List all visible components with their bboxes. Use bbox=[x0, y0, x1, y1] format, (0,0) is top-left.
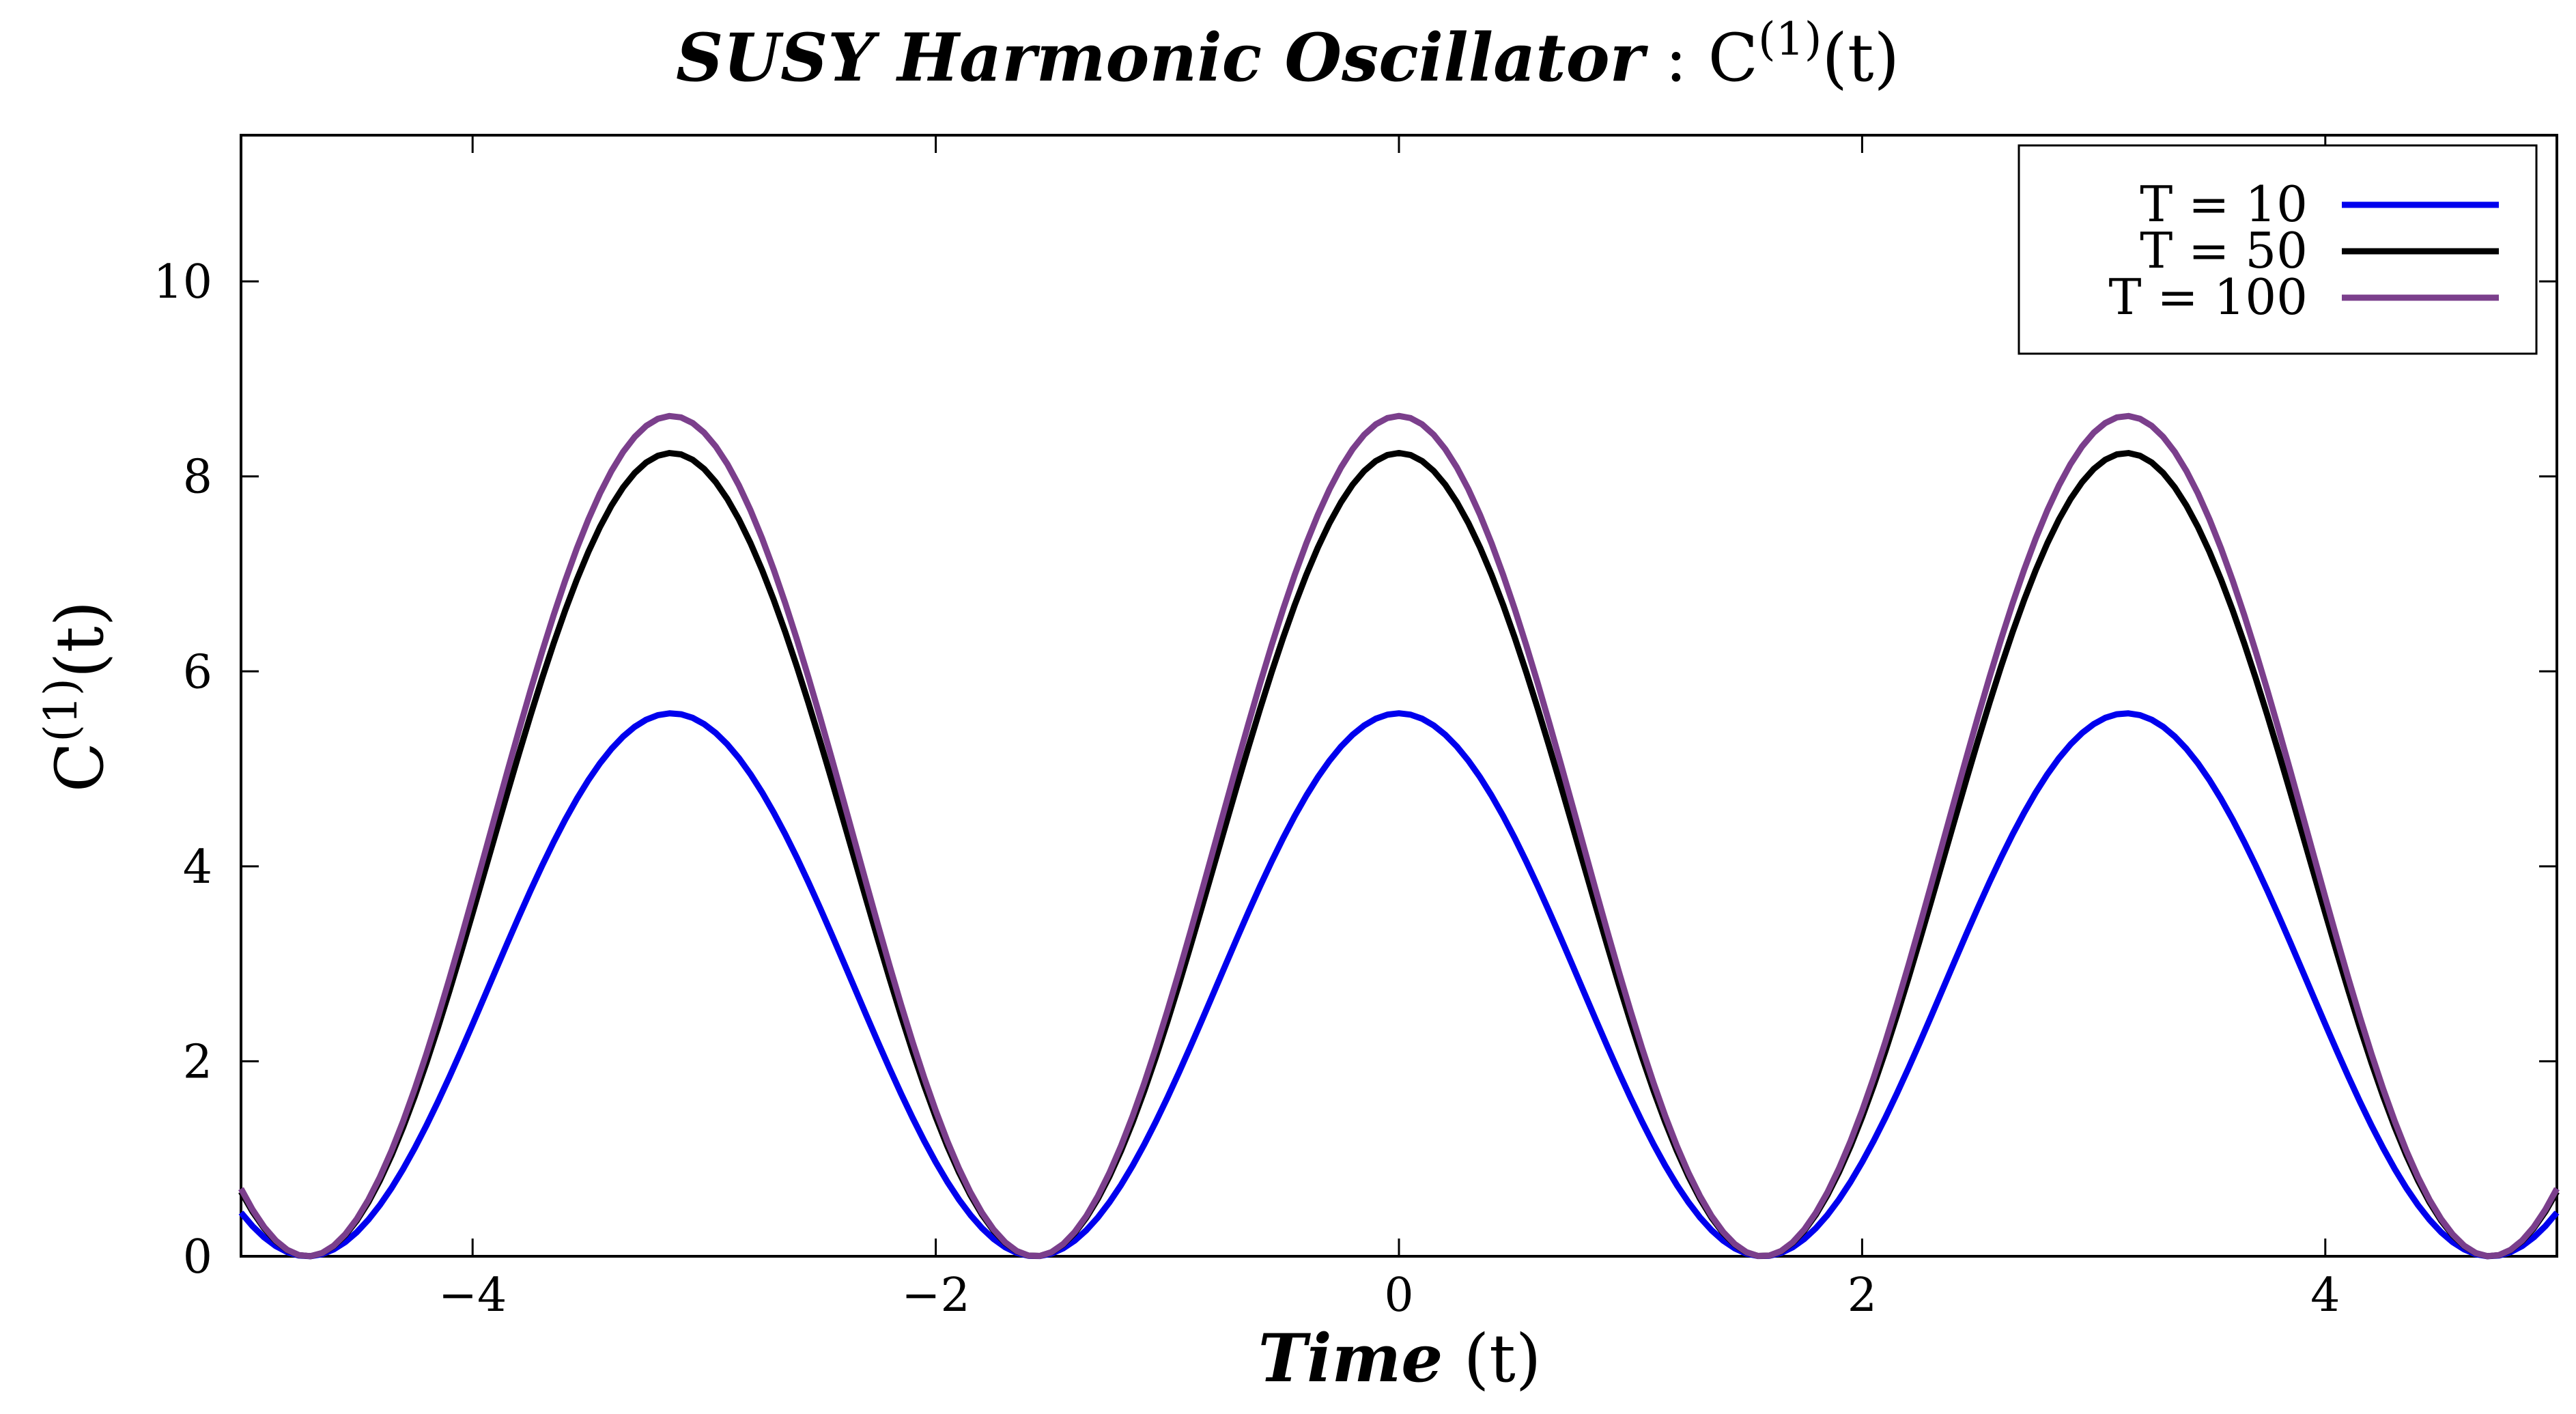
legend-label-1: T = 10 bbox=[2140, 175, 2308, 233]
x-axis-label-main: Time bbox=[1258, 1320, 1443, 1397]
y-tick-label: 10 bbox=[153, 255, 212, 309]
chart-title-main: SUSY Harmonic Oscillator bbox=[676, 19, 1649, 96]
y-axis-label-suffix: (t) bbox=[42, 601, 118, 678]
y-tick-label: 2 bbox=[183, 1035, 212, 1089]
series-line-1 bbox=[238, 710, 2560, 1260]
series-line-3 bbox=[238, 412, 2560, 1260]
legend: T = 10T = 50T = 100 bbox=[2018, 144, 2538, 355]
chart-title-superscript: (1) bbox=[1758, 13, 1822, 66]
y-tick-label: 8 bbox=[183, 451, 212, 505]
y-tick-label: 6 bbox=[183, 645, 212, 699]
x-axis-label: Time (t) bbox=[1258, 1320, 1542, 1397]
y-axis-label-superscript: (1) bbox=[35, 678, 87, 742]
series-layer bbox=[238, 412, 2560, 1260]
y-tick-label: 4 bbox=[183, 840, 212, 894]
x-tick-label: 0 bbox=[1384, 1269, 1413, 1323]
chart-title-symbol: C bbox=[1708, 20, 1758, 96]
legend-label-2: T = 50 bbox=[2140, 222, 2308, 279]
y-tick-label: 0 bbox=[183, 1230, 212, 1284]
y-axis-ticks: 0 2 4 6 8 10 bbox=[153, 255, 2557, 1284]
chart-title: SUSY Harmonic Oscillator : C(1)(t) bbox=[676, 13, 1899, 96]
series-line-2 bbox=[238, 449, 2560, 1260]
legend-label-3: T = 100 bbox=[2108, 268, 2308, 326]
y-axis-label: C(1)(t) bbox=[35, 601, 118, 792]
chart-title-suffix: (t) bbox=[1822, 20, 1899, 96]
x-tick-label: −2 bbox=[901, 1269, 969, 1323]
x-tick-label: 4 bbox=[2310, 1269, 2340, 1323]
x-axis-ticks: −4 −2 0 2 4 bbox=[438, 135, 2340, 1323]
chart-title-separator: : bbox=[1644, 20, 1708, 96]
x-tick-label: −4 bbox=[438, 1269, 507, 1323]
x-axis-label-unit: (t) bbox=[1443, 1320, 1541, 1397]
x-tick-label: 2 bbox=[1848, 1269, 1877, 1323]
y-axis-label-symbol: C bbox=[42, 742, 118, 792]
